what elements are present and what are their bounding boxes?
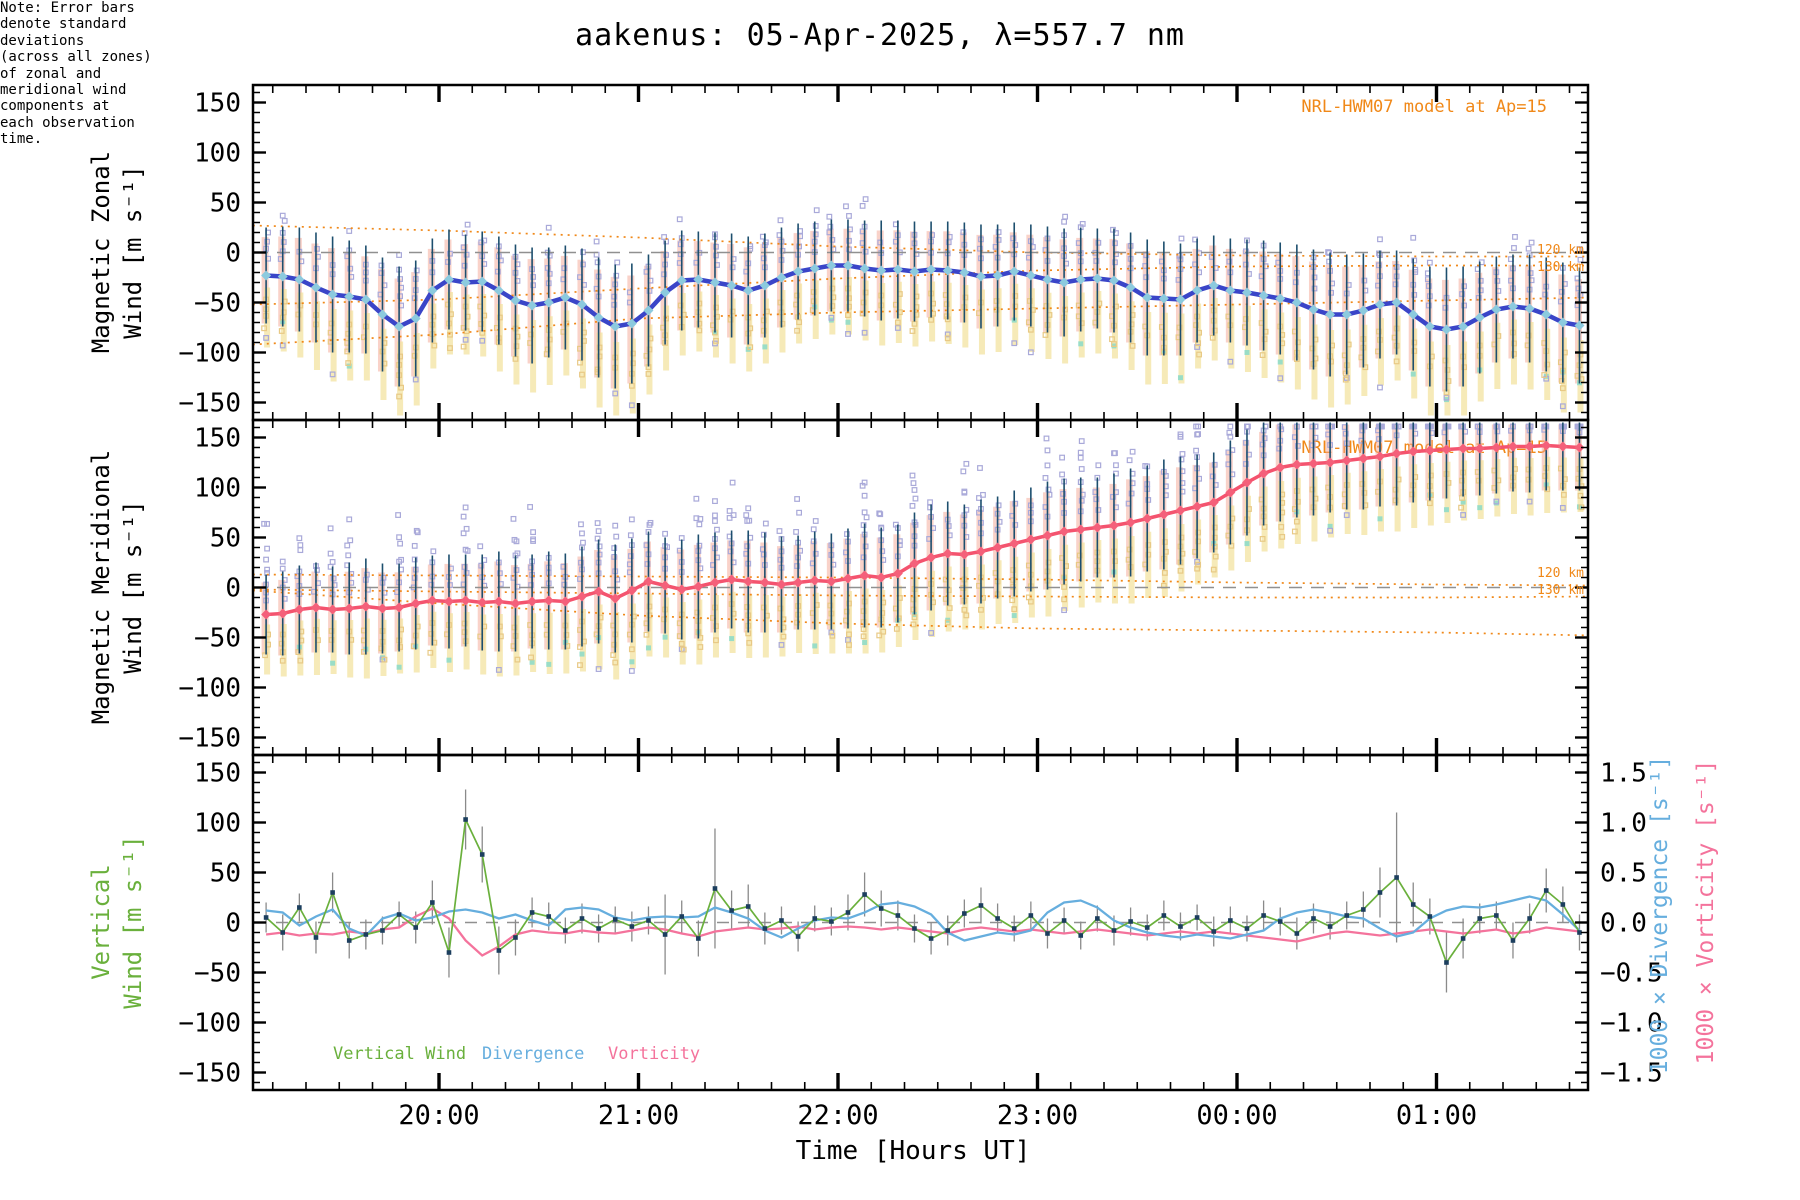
y-tick-label: 0	[225, 574, 241, 604]
note: Note: Error bars denote standard deviation…	[0, 0, 185, 148]
note-line: each observation	[0, 114, 135, 131]
right-tick-label: −0.5	[1600, 959, 1663, 989]
right-tick-label: 1.0	[1600, 809, 1647, 839]
panel-zonal	[253, 196, 1588, 416]
x-tick-label: 22:00	[797, 1100, 878, 1131]
note-line: components at	[0, 98, 110, 115]
vorticity-axis-label: 1000 × Vorticity [s⁻¹]	[1693, 759, 1719, 1065]
altitude-label-130km-meridional: 130 km	[1537, 583, 1584, 598]
x-tick-label: 00:00	[1196, 1100, 1277, 1131]
note-line: (across all zones)	[0, 49, 152, 66]
y-tick-label: −150	[178, 724, 241, 754]
vertical-y-axis-label-line1: Vertical	[87, 864, 115, 980]
x-tick-label: 20:00	[398, 1100, 479, 1131]
panel-meridional	[253, 422, 1588, 680]
right-tick-label: 0.0	[1600, 909, 1647, 939]
vertical-wind-series-line	[265, 816, 1581, 965]
right-tick-label: −1.5	[1600, 1059, 1663, 1089]
legend-divergence: Divergence	[482, 1044, 585, 1064]
y-tick-label: −50	[194, 959, 241, 989]
legend-vorticity: Vorticity	[608, 1044, 701, 1064]
x-tick-label: 01:00	[1396, 1100, 1477, 1131]
y-tick-label: 100	[194, 474, 241, 504]
note-line: denote standard	[0, 16, 127, 33]
panel-vertical	[255, 789, 1586, 993]
y-tick-label: 150	[194, 89, 241, 119]
y-tick-label: 150	[194, 759, 241, 789]
y-tick-label: 50	[210, 524, 241, 554]
y-tick-label: −100	[178, 1009, 241, 1039]
y-tick-label: 150	[194, 424, 241, 454]
y-tick-label: −50	[194, 289, 241, 319]
note-line: meridional wind	[0, 82, 127, 99]
y-tick-label: 100	[194, 809, 241, 839]
page-title: aakenus: 05-Apr-2025, λ=557.7 nm	[575, 18, 1185, 53]
y-tick-label: 100	[194, 139, 241, 169]
axes: 150 100 50 0 −50 −100 −150 150 100 50 0 −50 −100 −150…	[178, 83, 1663, 1131]
y-tick-label: 0	[225, 239, 241, 269]
y-tick-label: −150	[178, 1059, 241, 1089]
right-tick-label: −1.0	[1600, 1009, 1663, 1039]
right-tick-label: 1.5	[1600, 759, 1647, 789]
note-line: of zonal and	[0, 65, 102, 82]
y-tick-label: 50	[210, 189, 241, 219]
y-tick-label: −50	[194, 624, 241, 654]
vertical-y-axis-label-line2: Wind [m s⁻¹]	[119, 835, 147, 1009]
x-tick-label: 23:00	[997, 1100, 1078, 1131]
vertical-y-axis-label: Vertical Wind [m s⁻¹]	[85, 722, 149, 1122]
altitude-label-120km-zonal: 120 km	[1537, 243, 1584, 258]
y-tick-label: 50	[210, 859, 241, 889]
altitude-label-130km-zonal: 130 km	[1537, 260, 1584, 275]
note-line: Note: Error bars	[0, 0, 135, 16]
y-tick-label: −100	[178, 339, 241, 369]
divergence-series-line	[265, 895, 1581, 942]
x-axis-label: Time [Hours UT]	[795, 1136, 1031, 1166]
altitude-label-120km-meridional: 120 km	[1537, 566, 1584, 581]
y-tick-label: −100	[178, 674, 241, 704]
note-line: time.	[0, 131, 43, 148]
vorticity-series-line	[265, 907, 1580, 957]
legend-vertical-wind: Vertical Wind	[333, 1044, 467, 1064]
y-tick-label: −150	[178, 389, 241, 419]
right-tick-label: 0.5	[1600, 859, 1647, 889]
x-tick-label: 21:00	[598, 1100, 679, 1131]
note-line: deviations	[0, 32, 85, 49]
model-annotation-zonal: NRL-HWM07 model at Ap=15	[1301, 97, 1547, 117]
y-tick-label: 0	[225, 909, 241, 939]
divergence-axis-label: 1000 × Divergence [s⁻¹]	[1647, 755, 1673, 1075]
